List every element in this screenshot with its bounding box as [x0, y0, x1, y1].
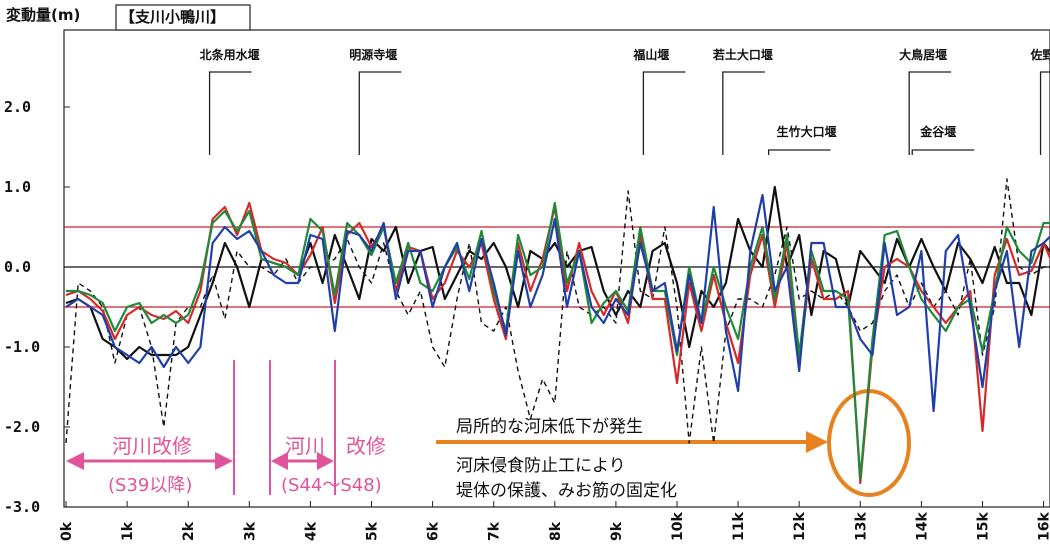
y-tick-label: -2.0 — [4, 418, 40, 436]
x-tick-label: 15k — [976, 512, 992, 541]
x-tick-label: 1k — [120, 521, 136, 541]
y-tick-label: 2.0 — [4, 98, 31, 116]
weir-bracket — [1039, 71, 1050, 155]
works-1-label: 河川改修 — [112, 434, 192, 458]
chart-title: 【支川小鴨川】 — [120, 8, 225, 26]
weir-bracket — [358, 71, 402, 155]
x-tick-label: 5k — [365, 521, 381, 541]
y-tick-label: 1.0 — [4, 178, 31, 196]
x-tick-label: 10k — [670, 512, 686, 541]
y-tick-label: -3.0 — [4, 498, 40, 516]
x-tick-label: 0k — [59, 521, 75, 541]
works-1-period: (S39以降) — [108, 475, 192, 496]
works-arrow-1-left-head — [66, 452, 84, 470]
weir-label: 生竹大口堰 — [777, 124, 837, 139]
weir-bracket — [768, 149, 831, 155]
x-tick-label: 3k — [242, 521, 258, 541]
series-line — [66, 201, 1050, 481]
event-arrow-head — [806, 431, 828, 453]
event-label: 局所的な河床低下が発生 — [456, 417, 643, 437]
weir-bracket — [908, 71, 952, 155]
x-tick-label: 7k — [487, 521, 503, 541]
x-tick-label: 9k — [609, 521, 625, 541]
weir-bracket — [642, 71, 686, 155]
x-tick-label: 11k — [731, 512, 747, 541]
weir-label: 明源寺堰 — [349, 47, 397, 62]
x-tick-label: 16k — [1037, 512, 1050, 541]
weir-bracket — [722, 71, 765, 155]
event-ellipse — [827, 389, 911, 497]
weir-bracket — [911, 149, 975, 155]
x-tick-label: 2k — [181, 521, 197, 541]
y-tick-label: -1.0 — [4, 338, 40, 356]
x-tick-label: 14k — [914, 512, 930, 541]
works-2-label-b: 改修 — [346, 434, 386, 458]
works-arrow-1-right-head — [215, 452, 233, 470]
tick-labels: 2.0 1.0 0.0 -1.0 -2.0 -3.0 0k 1k 2k 3k 4k 5k 6k 7k 8k 9… — [4, 98, 1050, 541]
weir-label: 若土大口堰 — [712, 47, 773, 62]
series-line — [65, 185, 1050, 361]
x-tick-label: 4k — [303, 521, 319, 541]
series-layer — [65, 178, 1050, 485]
weir-bracket — [208, 71, 252, 155]
weir-label: 佐野井手堰 — [1030, 47, 1050, 62]
x-tick-label: 13k — [853, 512, 869, 541]
measure-label-1: 河床侵食防止工により — [456, 456, 626, 476]
measure-label-2: 堤体の保護、みお筋の固定化 — [456, 481, 677, 501]
plot-frame — [63, 29, 1050, 508]
series-line — [65, 193, 1050, 413]
y-axis-label: 変動量(m) — [6, 6, 80, 24]
works-arrow-2-left-head — [271, 452, 288, 470]
weir-label: 北条用水堰 — [200, 47, 260, 62]
x-tick-label: 8k — [548, 521, 564, 541]
weir-label: 福山堰 — [632, 47, 669, 62]
works-2-period: (S44～S48) — [281, 475, 382, 496]
weir-label: 金谷堰 — [919, 124, 956, 139]
y-tick-label: 0.0 — [4, 258, 31, 276]
x-tick-label: 12k — [792, 512, 808, 541]
x-tick-label: 6k — [426, 521, 442, 541]
works-arrow-2-right-head — [317, 452, 334, 470]
title-box — [115, 4, 251, 31]
works-2-label-a: 河川 — [285, 434, 325, 458]
weir-label: 大鳥居堰 — [899, 47, 947, 62]
